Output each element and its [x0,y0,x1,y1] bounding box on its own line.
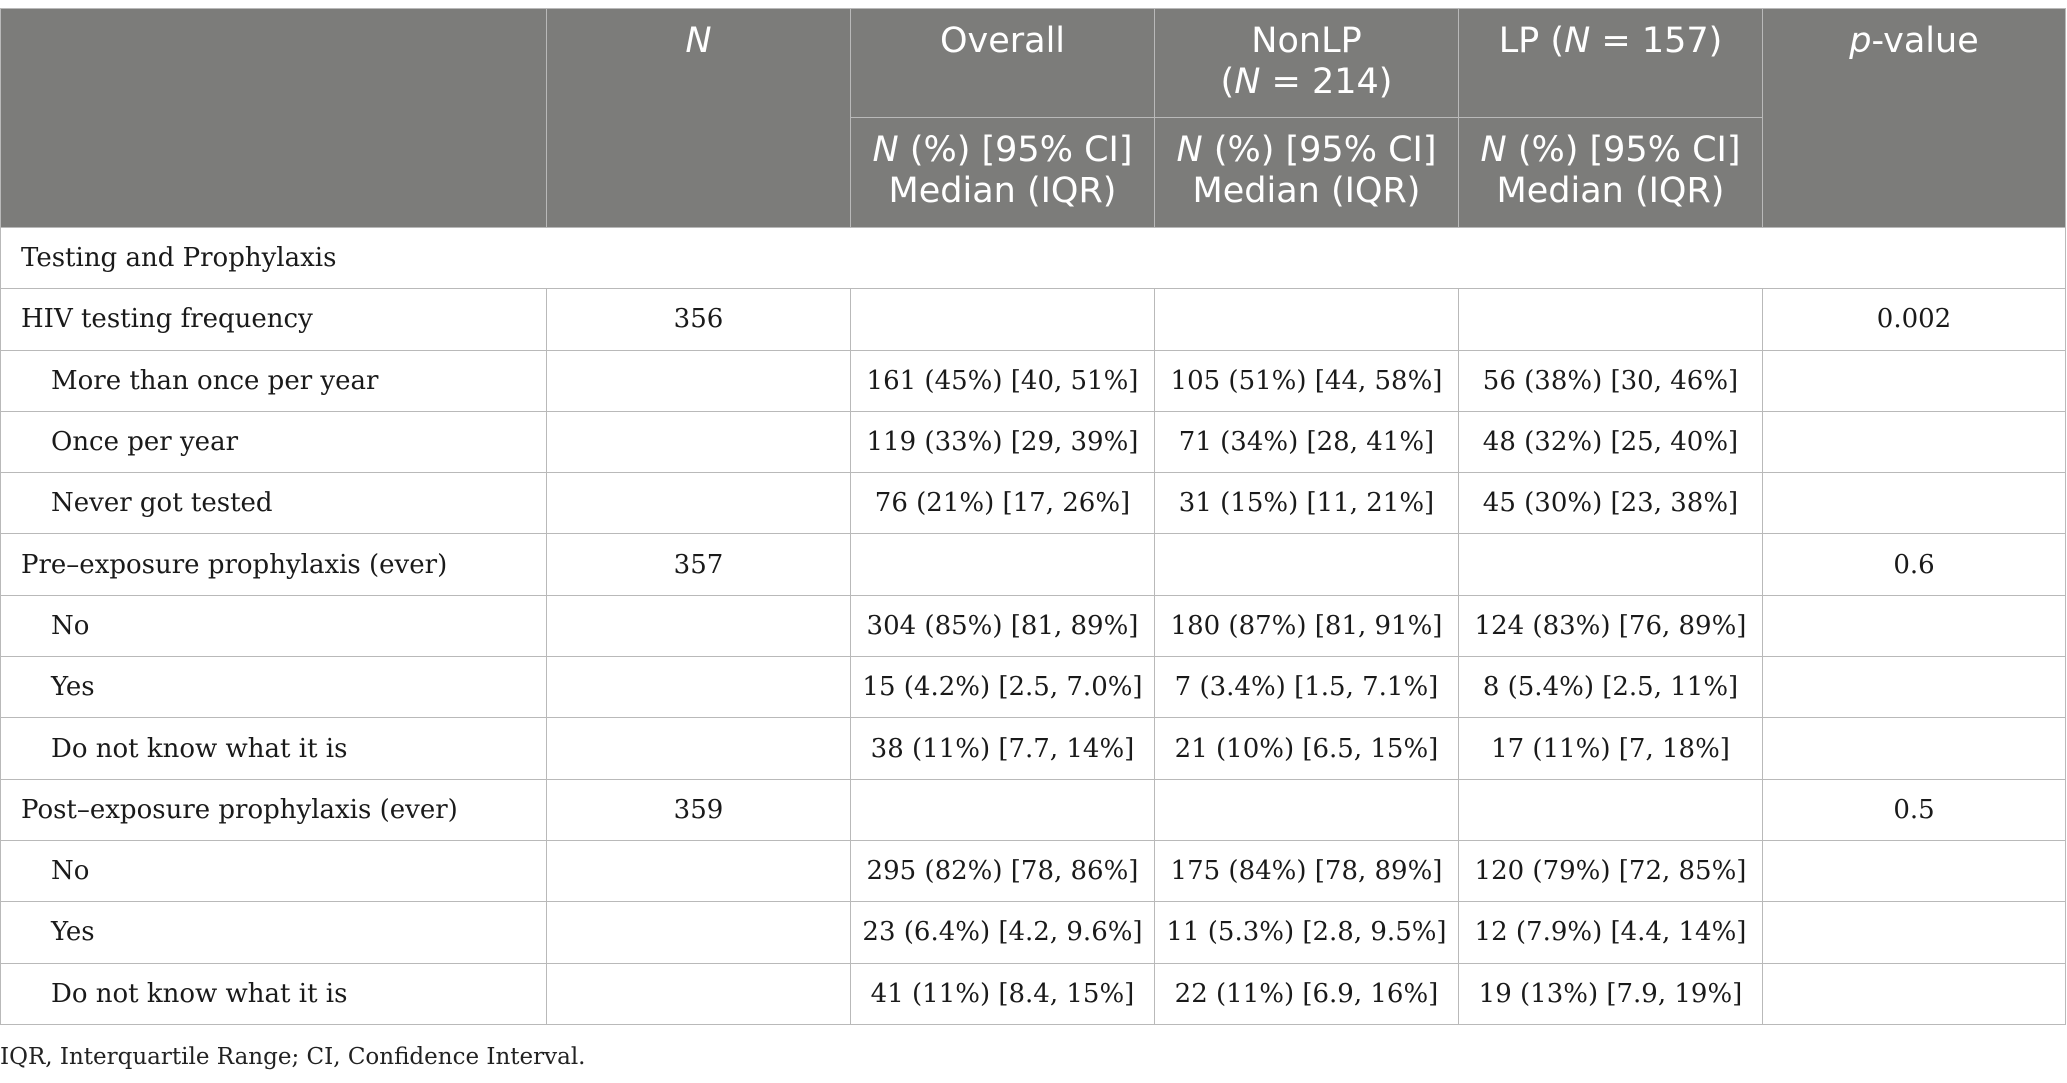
cell-p-value [1762,594,2066,658]
cell-n: 359 [546,778,851,841]
table-header: N Overall NonLP (N = 214) LP (N = 157) p-… [0,8,2066,228]
cell-nonlp: 7 (3.4%) [1.5, 7.1%] [1154,656,1459,719]
cell-overall: 295 (82%) [78, 86%] [850,839,1155,903]
row-label: HIV testing frequency [0,288,547,351]
cell-nonlp: 175 (84%) [78, 89%] [1154,839,1459,903]
cell-overall: 161 (45%) [40, 51%] [850,349,1155,412]
row-label: More than once per year [0,349,547,412]
header-nonlp: NonLP (N = 214) [1154,8,1459,118]
cell-nonlp: 21 (10%) [6.5, 15%] [1154,717,1459,780]
cell-nonlp [1154,533,1459,596]
cell-p-value [1762,410,2066,474]
cell-n [546,901,851,964]
cell-lp: 124 (83%) [76, 89%] [1458,594,1763,658]
cell-n [546,472,851,535]
cell-overall: 38 (11%) [7.7, 14%] [850,717,1155,780]
cell-lp: 45 (30%) [23, 38%] [1458,472,1763,535]
table-row: Once per year 119 (33%) [29, 39%] 71 (34… [0,410,2066,474]
table-footnote: IQR, Interquartile Range; CI, Confidence… [0,1044,586,1070]
row-label: Yes [0,901,547,964]
subheader-nonlp: N (%) [95% CI] Median (IQR) [1154,117,1459,228]
header-overall: Overall [850,8,1155,118]
row-label: Once per year [0,410,547,474]
cell-nonlp: 22 (11%) [6.9, 16%] [1154,962,1459,1025]
section-title: Testing and Prophylaxis [0,226,2066,290]
cell-nonlp: 180 (87%) [81, 91%] [1154,594,1459,658]
cell-lp: 56 (38%) [30, 46%] [1458,349,1763,412]
table-row: Do not know what it is 41 (11%) [8.4, 15… [0,962,2066,1025]
cell-lp: 12 (7.9%) [4.4, 14%] [1458,901,1763,964]
table-row: Pre–exposure prophylaxis (ever) 357 0.6 [0,533,2066,596]
header-p-value: p-value [1762,8,2066,228]
cell-p-value: 0.5 [1762,778,2066,841]
results-table: N Overall NonLP (N = 214) LP (N = 157) p-… [0,8,2066,1025]
cell-overall: 15 (4.2%) [2.5, 7.0%] [850,656,1155,719]
table-row: Yes 23 (6.4%) [4.2, 9.6%] 11 (5.3%) [2.8… [0,901,2066,964]
cell-nonlp: 11 (5.3%) [2.8, 9.5%] [1154,901,1459,964]
cell-p-value [1762,901,2066,964]
cell-lp: 8 (5.4%) [2.5, 11%] [1458,656,1763,719]
cell-lp: 17 (11%) [7, 18%] [1458,717,1763,780]
cell-lp [1458,288,1763,351]
cell-lp [1458,778,1763,841]
cell-n [546,349,851,412]
row-label: Yes [0,656,547,719]
row-label: Never got tested [0,472,547,535]
cell-p-value [1762,839,2066,903]
table-row: No 295 (82%) [78, 86%] 175 (84%) [78, 89… [0,839,2066,903]
cell-n [546,594,851,658]
cell-overall [850,533,1155,596]
cell-n [546,962,851,1025]
cell-overall [850,288,1155,351]
subheader-overall: N (%) [95% CI] Median (IQR) [850,117,1155,228]
table-row: More than once per year 161 (45%) [40, 5… [0,349,2066,412]
cell-lp [1458,533,1763,596]
row-label: No [0,594,547,658]
table-row: Yes 15 (4.2%) [2.5, 7.0%] 7 (3.4%) [1.5,… [0,656,2066,719]
cell-overall: 119 (33%) [29, 39%] [850,410,1155,474]
cell-overall: 76 (21%) [17, 26%] [850,472,1155,535]
row-label: Pre–exposure prophylaxis (ever) [0,533,547,596]
cell-overall: 41 (11%) [8.4, 15%] [850,962,1155,1025]
cell-lp: 19 (13%) [7.9, 19%] [1458,962,1763,1025]
cell-nonlp: 31 (15%) [11, 21%] [1154,472,1459,535]
table-body: Testing and Prophylaxis HIV testing freq… [0,226,2066,1025]
cell-p-value [1762,349,2066,412]
cell-overall: 23 (6.4%) [4.2, 9.6%] [850,901,1155,964]
cell-p-value [1762,962,2066,1025]
cell-nonlp: 71 (34%) [28, 41%] [1154,410,1459,474]
cell-nonlp [1154,778,1459,841]
row-label: Do not know what it is [0,717,547,780]
cell-overall [850,778,1155,841]
cell-n [546,717,851,780]
table-row: Do not know what it is 38 (11%) [7.7, 14… [0,717,2066,780]
cell-n: 356 [546,288,851,351]
cell-n [546,839,851,903]
row-label: Do not know what it is [0,962,547,1025]
table-row: No 304 (85%) [81, 89%] 180 (87%) [81, 91… [0,594,2066,658]
cell-p-value [1762,472,2066,535]
table-row: Post–exposure prophylaxis (ever) 359 0.5 [0,778,2066,841]
header-n: N [546,8,851,228]
cell-n [546,656,851,719]
cell-p-value: 0.6 [1762,533,2066,596]
cell-lp: 48 (32%) [25, 40%] [1458,410,1763,474]
cell-nonlp [1154,288,1459,351]
cell-p-value: 0.002 [1762,288,2066,351]
cell-lp: 120 (79%) [72, 85%] [1458,839,1763,903]
cell-n: 357 [546,533,851,596]
cell-nonlp: 105 (51%) [44, 58%] [1154,349,1459,412]
cell-p-value [1762,656,2066,719]
cell-n [546,410,851,474]
table-row: Never got tested 76 (21%) [17, 26%] 31 (… [0,472,2066,535]
row-label: Post–exposure prophylaxis (ever) [0,778,547,841]
cell-p-value [1762,717,2066,780]
section-row: Testing and Prophylaxis [0,226,2066,290]
header-blank [0,8,547,228]
row-label: No [0,839,547,903]
cell-overall: 304 (85%) [81, 89%] [850,594,1155,658]
subheader-lp: N (%) [95% CI] Median (IQR) [1458,117,1763,228]
table-row: HIV testing frequency 356 0.002 [0,288,2066,351]
header-lp: LP (N = 157) [1458,8,1763,118]
